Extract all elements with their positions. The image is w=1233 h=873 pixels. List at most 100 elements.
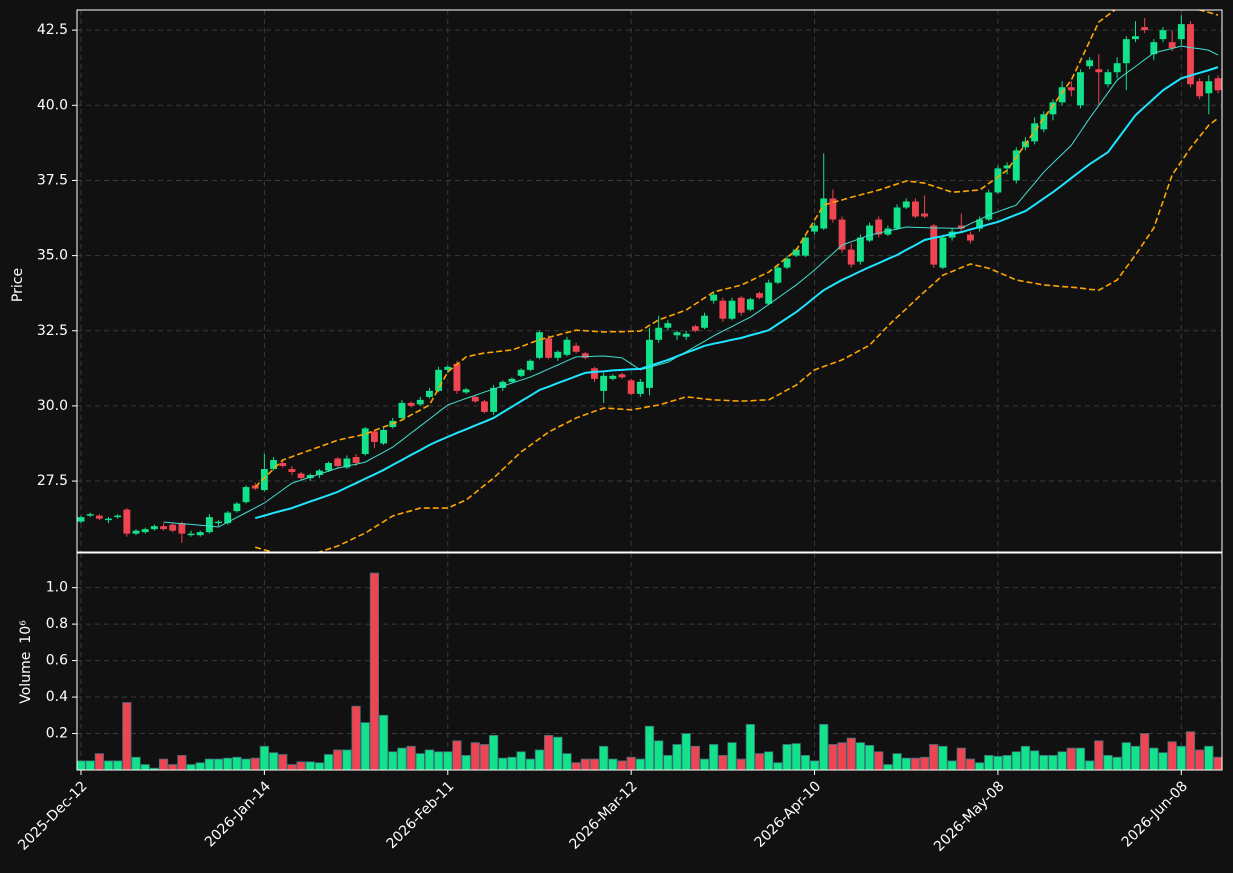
candle-body xyxy=(160,526,167,530)
volume-bar xyxy=(470,742,480,771)
candle-body xyxy=(1141,27,1149,31)
volume-bar xyxy=(947,760,957,771)
volume-bar xyxy=(85,760,95,771)
candle-body xyxy=(737,297,745,313)
candle-body xyxy=(95,515,103,519)
volume-bar xyxy=(608,758,618,771)
candle-body xyxy=(911,201,919,217)
candle-body xyxy=(1031,123,1039,142)
candle-body xyxy=(224,512,232,524)
candle-body xyxy=(215,521,222,524)
volume-bar xyxy=(690,745,700,771)
volume-bar xyxy=(1066,747,1076,771)
candle-body xyxy=(1132,36,1139,40)
volume-bar xyxy=(699,758,710,771)
volume-bar xyxy=(1020,745,1031,771)
candle-body xyxy=(205,517,213,533)
candle-body xyxy=(710,294,718,301)
volume-bar xyxy=(534,749,545,771)
volume-bar xyxy=(828,744,838,771)
volume-bar xyxy=(764,751,774,771)
candle-body xyxy=(545,338,553,358)
volume-bar xyxy=(452,740,462,771)
candle-body xyxy=(838,219,846,250)
y-tick-label: 1.0 xyxy=(46,580,68,596)
y-tick-label: 0.2 xyxy=(46,726,68,742)
candle-body xyxy=(453,363,461,391)
volume-bar xyxy=(186,764,196,771)
volume-bar xyxy=(94,753,104,771)
y-tick-label: 27.5 xyxy=(37,473,68,489)
volume-bar xyxy=(819,724,829,771)
candle-body xyxy=(288,469,296,473)
volume-bar xyxy=(919,756,930,771)
candle-body xyxy=(1187,24,1194,85)
candle-body xyxy=(517,369,525,376)
volume-plot xyxy=(76,572,1223,771)
volume-bar xyxy=(929,744,939,771)
volume-bar xyxy=(342,749,352,771)
candle-body xyxy=(765,282,773,304)
volume-bar xyxy=(443,751,453,771)
candle-body xyxy=(435,369,443,391)
candle-body xyxy=(471,396,479,402)
candle-body xyxy=(957,225,965,229)
volume-bar xyxy=(131,756,141,771)
volume-bar xyxy=(168,764,178,771)
candle-body xyxy=(490,387,498,412)
volume-bar xyxy=(1176,745,1186,771)
candle-body xyxy=(893,207,901,229)
candle-body xyxy=(251,485,259,489)
price-frame xyxy=(76,9,1223,553)
candle-body xyxy=(783,258,791,268)
y-tick-label: 0.6 xyxy=(46,653,68,669)
volume-bar xyxy=(791,743,801,771)
candle-body xyxy=(636,381,644,394)
candle-body xyxy=(178,523,186,534)
volume-bar xyxy=(883,764,893,771)
volume-bar xyxy=(773,762,783,771)
volume-bar xyxy=(1075,747,1086,771)
candle-body xyxy=(591,368,598,379)
volume-bar xyxy=(1002,755,1012,771)
volume-bar xyxy=(1029,750,1040,771)
candle-body xyxy=(260,469,268,491)
volume-bar xyxy=(745,724,755,771)
volume-bar xyxy=(1112,756,1122,771)
volume-bar xyxy=(369,572,380,771)
y-tick-label: 0.4 xyxy=(46,689,68,705)
candle-body xyxy=(416,399,424,405)
volume-bar xyxy=(259,745,270,771)
volume-bar xyxy=(406,745,416,771)
volume-bar xyxy=(1094,740,1104,771)
volume-bar xyxy=(1121,742,1131,771)
volume-bar xyxy=(241,758,251,771)
candle-body xyxy=(279,463,287,467)
volume-bar xyxy=(213,758,224,771)
candle-body xyxy=(1049,102,1057,115)
candle-body xyxy=(334,458,342,467)
candle-body xyxy=(820,198,828,229)
volume-bar xyxy=(562,753,572,771)
volume-bar xyxy=(901,757,911,771)
volume-bar xyxy=(1048,755,1058,771)
candle-body xyxy=(1104,72,1112,85)
candle-body xyxy=(1095,69,1103,73)
candle-body xyxy=(673,332,681,336)
candle-body xyxy=(114,515,122,518)
price-plot xyxy=(77,10,1222,552)
volume-bar xyxy=(268,752,279,771)
volume-bar xyxy=(177,755,187,771)
candle-body xyxy=(380,429,388,444)
candle-body xyxy=(499,381,507,388)
volume-bar xyxy=(250,757,260,771)
y-tick-label: 35.0 xyxy=(37,248,68,264)
candle-body xyxy=(746,299,754,310)
y-tick-label: 0.8 xyxy=(46,616,68,632)
candle-body xyxy=(930,225,938,265)
volume-bar xyxy=(709,744,719,771)
candle-body xyxy=(398,402,406,418)
candle-body xyxy=(600,375,608,391)
candle-body xyxy=(1086,60,1094,67)
volume-bar xyxy=(507,756,517,771)
